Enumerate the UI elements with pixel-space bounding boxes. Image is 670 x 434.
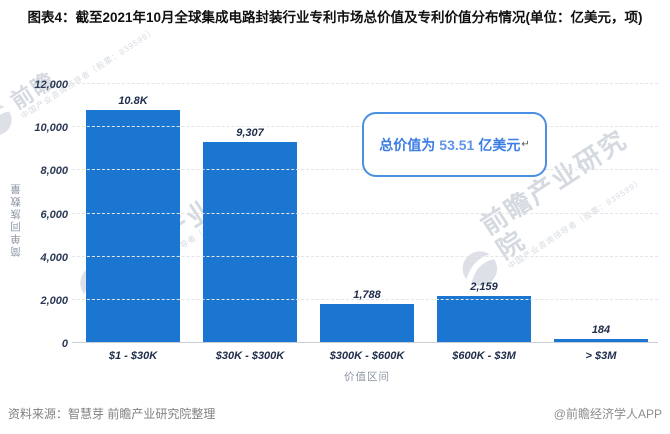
total-value-annotation[interactable]: 总价值为 53.51 亿美元 ↵ (362, 112, 547, 177)
y-tick-label: 6,000 (40, 208, 68, 221)
bar[interactable] (554, 339, 648, 343)
gridline (72, 298, 658, 300)
bar-group: 184 > $3M (554, 84, 648, 362)
bar-value-label: 1,788 (353, 289, 381, 302)
data-source-text: 资料来源：智慧芽 前瞻产业研究院整理 (8, 407, 216, 421)
y-tick-label: 8,000 (40, 165, 68, 178)
bars-container: 10.8K $1 - $30K 9,307 $30K - $300K 1,788… (76, 84, 658, 362)
x-axis-title: 价值区间 (344, 371, 390, 383)
footer: 资料来源：智慧芽 前瞻产业研究院整理 @前瞻经济学人APP (0, 402, 670, 426)
bar-group: 9,307 $30K - $300K (203, 84, 297, 362)
gridline (72, 255, 658, 257)
x-tick-label: $300K - $600K (329, 350, 405, 362)
x-tick-label: $1 - $30K (108, 350, 158, 362)
x-tick-label: > $3M (585, 350, 617, 362)
bar[interactable] (437, 296, 531, 343)
bar[interactable] (320, 304, 414, 343)
x-tick-label: $600K - $3M (452, 350, 516, 362)
bar[interactable] (203, 142, 297, 343)
credit-text: @前瞻经济学人APP (553, 407, 662, 421)
y-tick-label: 0 (61, 338, 68, 350)
bar-group: 1,788 $300K - $600K (320, 84, 414, 362)
text-cursor-icon: ↵ (521, 139, 530, 150)
gridline (72, 212, 658, 214)
annotation-suffix: 亿美元 (478, 136, 521, 153)
bar-value-label: 184 (591, 324, 611, 337)
y-tick-label: 4,000 (40, 251, 68, 264)
bar-value-label: 9,307 (236, 127, 264, 140)
bar-group: 10.8K $1 - $30K (86, 84, 180, 362)
x-tick-label: $30K - $300K (215, 350, 285, 362)
plot-area: 10.8K $1 - $30K 9,307 $30K - $300K 1,788… (34, 79, 658, 362)
bar[interactable] (86, 109, 180, 343)
annotation-prefix: 总价值为 (379, 136, 436, 153)
bar-value-label: 10.8K (118, 94, 148, 107)
bar-group: 2,159 $600K - $3M (437, 84, 531, 362)
y-tick-label: 2,000 (40, 294, 68, 307)
gridline (72, 83, 658, 84)
annotation-value: 53.51 (439, 136, 475, 153)
x-axis-line (72, 342, 658, 343)
qianzhan-logo-icon (0, 104, 12, 136)
chart-title: 图表4：截至2021年10月全球集成电路封装行业专利市场总价值及专利价值分布情况… (27, 10, 643, 25)
y-tick-label: 10,000 (34, 122, 68, 135)
bar-value-label: 2,159 (470, 281, 498, 294)
y-tick-label: 12,000 (34, 79, 68, 91)
